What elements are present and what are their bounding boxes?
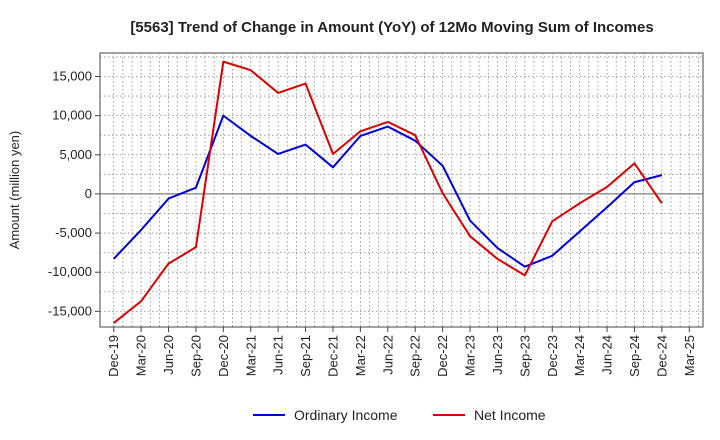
- x-tick-label: Sep-24: [627, 335, 642, 377]
- y-tick-label: 15,000: [52, 68, 92, 83]
- x-tick-label: Jun-22: [380, 335, 395, 375]
- x-tick-label: Jun-21: [271, 335, 286, 375]
- x-tick-label: Sep-21: [298, 335, 313, 377]
- x-tick-label: Dec-23: [545, 335, 560, 377]
- x-tick-label: Mar-22: [353, 335, 368, 376]
- legend: Ordinary Income Net Income: [253, 407, 546, 423]
- y-axis-ticks: -15,000 -10,000 -5,000 0 5,000 10,000 15,000: [48, 68, 100, 318]
- series-lines: [112, 60, 663, 324]
- y-tick-label: -5,000: [55, 225, 92, 240]
- y-axis-label: Amount (million yen): [7, 131, 22, 250]
- y-tick-label: -15,000: [48, 303, 92, 318]
- x-tick-label: Jun-20: [161, 335, 176, 375]
- x-tick-label: Dec-20: [216, 335, 231, 377]
- series-line-net-income: [113, 60, 663, 324]
- legend-label: Ordinary Income: [294, 407, 398, 423]
- x-axis-ticks: Dec-19 Mar-20 Jun-20 Sep-20 Dec-20 Mar-21 Jun-…: [106, 327, 697, 377]
- y-tick-label: 5,000: [59, 147, 92, 162]
- x-tick-label: Mar-21: [243, 335, 258, 376]
- x-tick-label: Dec-22: [435, 335, 450, 377]
- x-tick-label: Mar-24: [572, 335, 587, 376]
- x-tick-label: Sep-23: [517, 335, 532, 377]
- x-tick-label: Mar-25: [682, 335, 697, 376]
- x-tick-label: Jun-24: [600, 335, 615, 375]
- x-tick-label: Dec-21: [325, 335, 340, 377]
- x-tick-label: Mar-20: [134, 335, 149, 376]
- x-tick-label: Sep-22: [408, 335, 423, 377]
- chart-title: [5563] Trend of Change in Amount (YoY) o…: [130, 19, 653, 36]
- legend-label: Net Income: [474, 407, 546, 423]
- series-line-ordinary-income: [112, 114, 663, 268]
- x-tick-label: Dec-24: [654, 335, 669, 377]
- x-tick-label: Jun-23: [490, 335, 505, 375]
- x-tick-label: Sep-20: [188, 335, 203, 377]
- y-tick-label: -10,000: [48, 264, 92, 279]
- y-tick-label: 10,000: [52, 108, 92, 123]
- y-tick-label: 0: [85, 186, 92, 201]
- x-tick-label: Dec-19: [106, 335, 121, 377]
- x-tick-label: Mar-23: [463, 335, 478, 376]
